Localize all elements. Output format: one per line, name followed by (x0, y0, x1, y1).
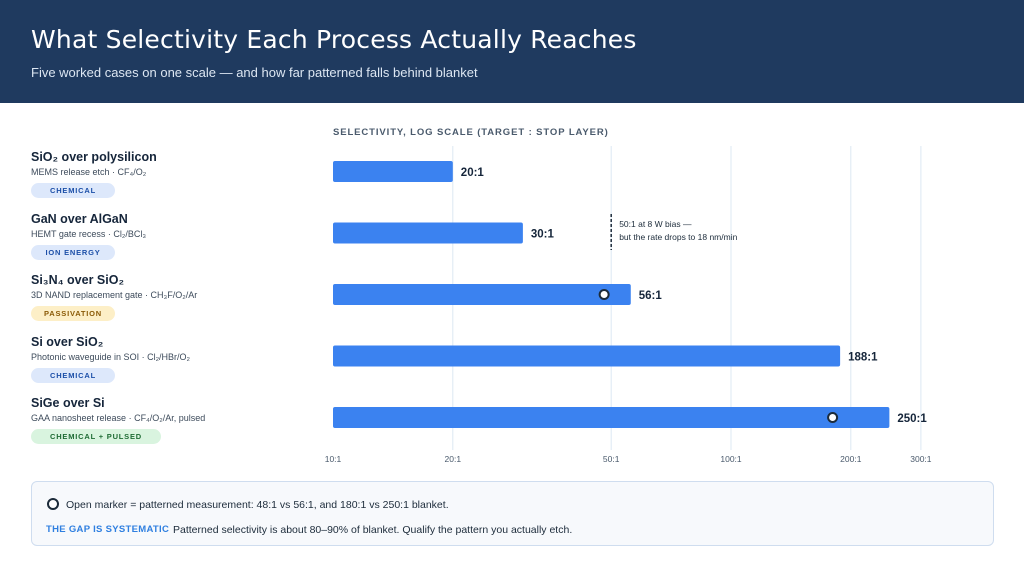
page-title: What Selectivity Each Process Actually R… (31, 25, 637, 54)
bar (333, 407, 890, 428)
mechanism-badge: PASSIVATION (31, 306, 115, 321)
bar-value-label: 56:1 (639, 290, 663, 302)
gap-text: Patterned selectivity is about 80–90% of… (173, 524, 573, 536)
tick-label: 200:1 (840, 454, 862, 464)
tick-label: 20:1 (445, 454, 462, 464)
patterned-marker (598, 289, 610, 300)
annotation-text: 50:1 at 8 W bias — (619, 219, 692, 229)
row-label: SiO₂ over polysilicon MEMS release etch ·… (31, 150, 157, 198)
annotation-text: but the rate drops to 18 nm/min (619, 232, 737, 242)
bar (333, 161, 453, 182)
bar-value-label: 20:1 (461, 167, 485, 179)
row-name: SiGe over Si (31, 396, 105, 410)
bar-value-label: 30:1 (531, 229, 555, 241)
tick-label: 50:1 (603, 454, 620, 464)
bar-value-label: 188:1 (848, 352, 878, 364)
bar (333, 284, 631, 305)
row-name: GaN over AlGaN (31, 211, 128, 226)
mechanism-badge: ION ENERGY (31, 244, 115, 260)
tick-label: 100:1 (720, 454, 742, 464)
row-subtitle: GAA nanosheet release · CF₄/O₂/Ar, pulse… (31, 413, 206, 423)
selectivity-chart: 10:1 20:1 50:1 100:1 200:1 300:1 20:1 30:1 56:1 1… (325, 146, 932, 464)
legend-box: Open marker = patterned measurement: 48:… (31, 481, 994, 546)
bar-value-label: 250:1 (897, 413, 927, 425)
tick-label: 300:1 (910, 454, 932, 464)
row-subtitle: Photonic waveguide in SOI · Cl₂/HBr/O₂ (31, 351, 191, 362)
axis-title: SELECTIVITY, LOG SCALE (TARGET : STOP LA… (333, 127, 609, 138)
mechanism-badge: CHEMICAL (31, 367, 115, 383)
legend-marker-text: Open marker = patterned measurement: 48:… (66, 499, 449, 511)
gap-label: THE GAP IS SYSTEMATIC (46, 524, 170, 535)
mechanism-badge: CHEMICAL (31, 183, 115, 198)
row-name: Si over SiO₂ (31, 334, 104, 349)
row-subtitle: MEMS release etch · CF₄/O₂ (31, 167, 147, 177)
row-label: SiGe over Si GAA nanosheet release · CF₄/… (31, 396, 205, 444)
tick-label: 10:1 (325, 454, 342, 464)
bar (333, 345, 841, 367)
row-name: SiO₂ over polysilicon (31, 150, 157, 164)
row-subtitle: 3D NAND replacement gate · CH₃F/O₂/Ar (31, 290, 198, 300)
row-label: Si over SiO₂ Photonic waveguide in SOI · … (31, 335, 190, 383)
mechanism-badge: CHEMICAL + PULSED (31, 429, 161, 444)
open-marker-icon (47, 498, 59, 510)
patterned-marker (827, 412, 839, 423)
row-subtitle: HEMT gate recess · Cl₂/BCl₃ (31, 228, 147, 239)
row-name: Si₃N₄ over SiO₂ (31, 273, 125, 287)
row-label: GaN over AlGaN HEMT gate recess · Cl₂/BCl… (31, 212, 146, 260)
bar (333, 222, 523, 244)
row-label: Si₃N₄ over SiO₂ 3D NAND replacement gate … (31, 273, 197, 321)
page-subtitle: Five worked cases on one scale — and how… (31, 65, 478, 80)
header-banner: What Selectivity Each Process Actually R… (0, 0, 1024, 103)
